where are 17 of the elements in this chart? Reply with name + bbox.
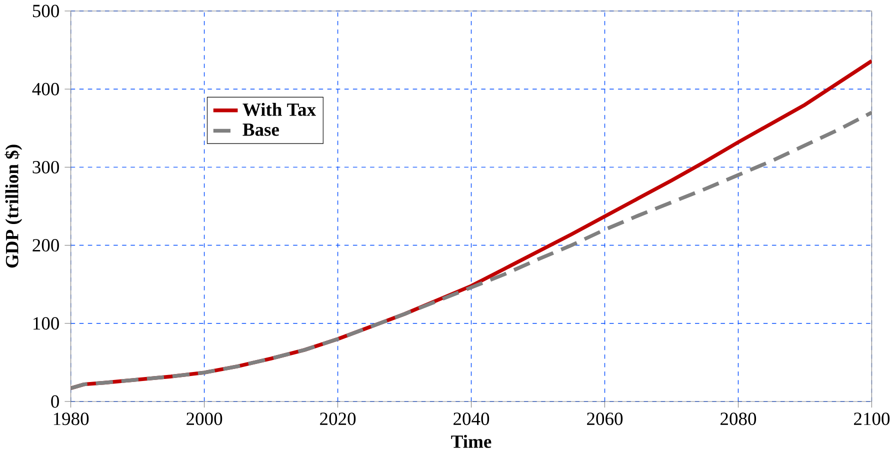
x-axis-title: Time <box>451 435 492 448</box>
x-tick-label: 2060 <box>587 412 623 426</box>
legend-label: Base <box>242 124 279 136</box>
x-tick-label: 2020 <box>320 412 356 426</box>
y-tick-label: 100 <box>34 317 59 330</box>
x-tick-label: 2040 <box>454 412 490 426</box>
y-tick-label: 500 <box>32 4 59 18</box>
y-tick-label: 400 <box>32 83 59 96</box>
y-tick-label: 300 <box>32 161 59 174</box>
y-tick-label: 0 <box>51 395 59 408</box>
legend-label: With Tax <box>242 103 316 116</box>
y-tick-label: 200 <box>32 239 59 252</box>
x-tick-label: 2080 <box>720 412 756 426</box>
x-tick-label: 1980 <box>54 412 89 426</box>
x-tick-label: 2100 <box>854 412 890 426</box>
y-axis-title: GDP (trillion $) <box>4 144 22 268</box>
x-tick-label: 2000 <box>186 412 222 426</box>
